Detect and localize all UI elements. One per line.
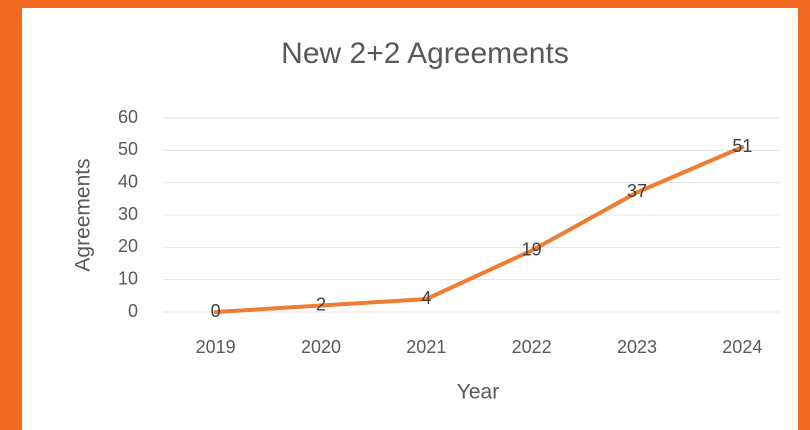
- x-tick-label: 2020: [301, 337, 341, 357]
- y-tick-label: 0: [128, 301, 138, 321]
- chart-panel: [22, 8, 798, 430]
- chart-title: New 2+2 Agreements: [281, 37, 569, 70]
- x-tick-label: 2021: [406, 337, 446, 357]
- y-tick-label: 60: [118, 107, 138, 127]
- x-tick-label: 2022: [512, 337, 552, 357]
- y-tick-label: 30: [118, 204, 138, 224]
- data-label: 2: [316, 294, 326, 314]
- data-label: 0: [211, 301, 221, 321]
- data-label: 19: [522, 239, 542, 259]
- y-tick-label: 20: [118, 236, 138, 256]
- y-axis-label: Agreements: [72, 158, 95, 271]
- data-line: [213, 145, 745, 314]
- x-tick-label: 2019: [196, 337, 236, 357]
- x-tick-label: 2024: [722, 337, 762, 357]
- y-tick-label: 10: [118, 268, 138, 288]
- x-tick-label: 2023: [617, 337, 657, 357]
- data-label: 51: [732, 136, 752, 156]
- y-tick-label: 40: [118, 171, 138, 191]
- y-tick-label: 50: [118, 139, 138, 159]
- data-label: 37: [627, 181, 647, 201]
- data-label: 4: [421, 288, 431, 308]
- x-axis-label: Year: [457, 381, 499, 404]
